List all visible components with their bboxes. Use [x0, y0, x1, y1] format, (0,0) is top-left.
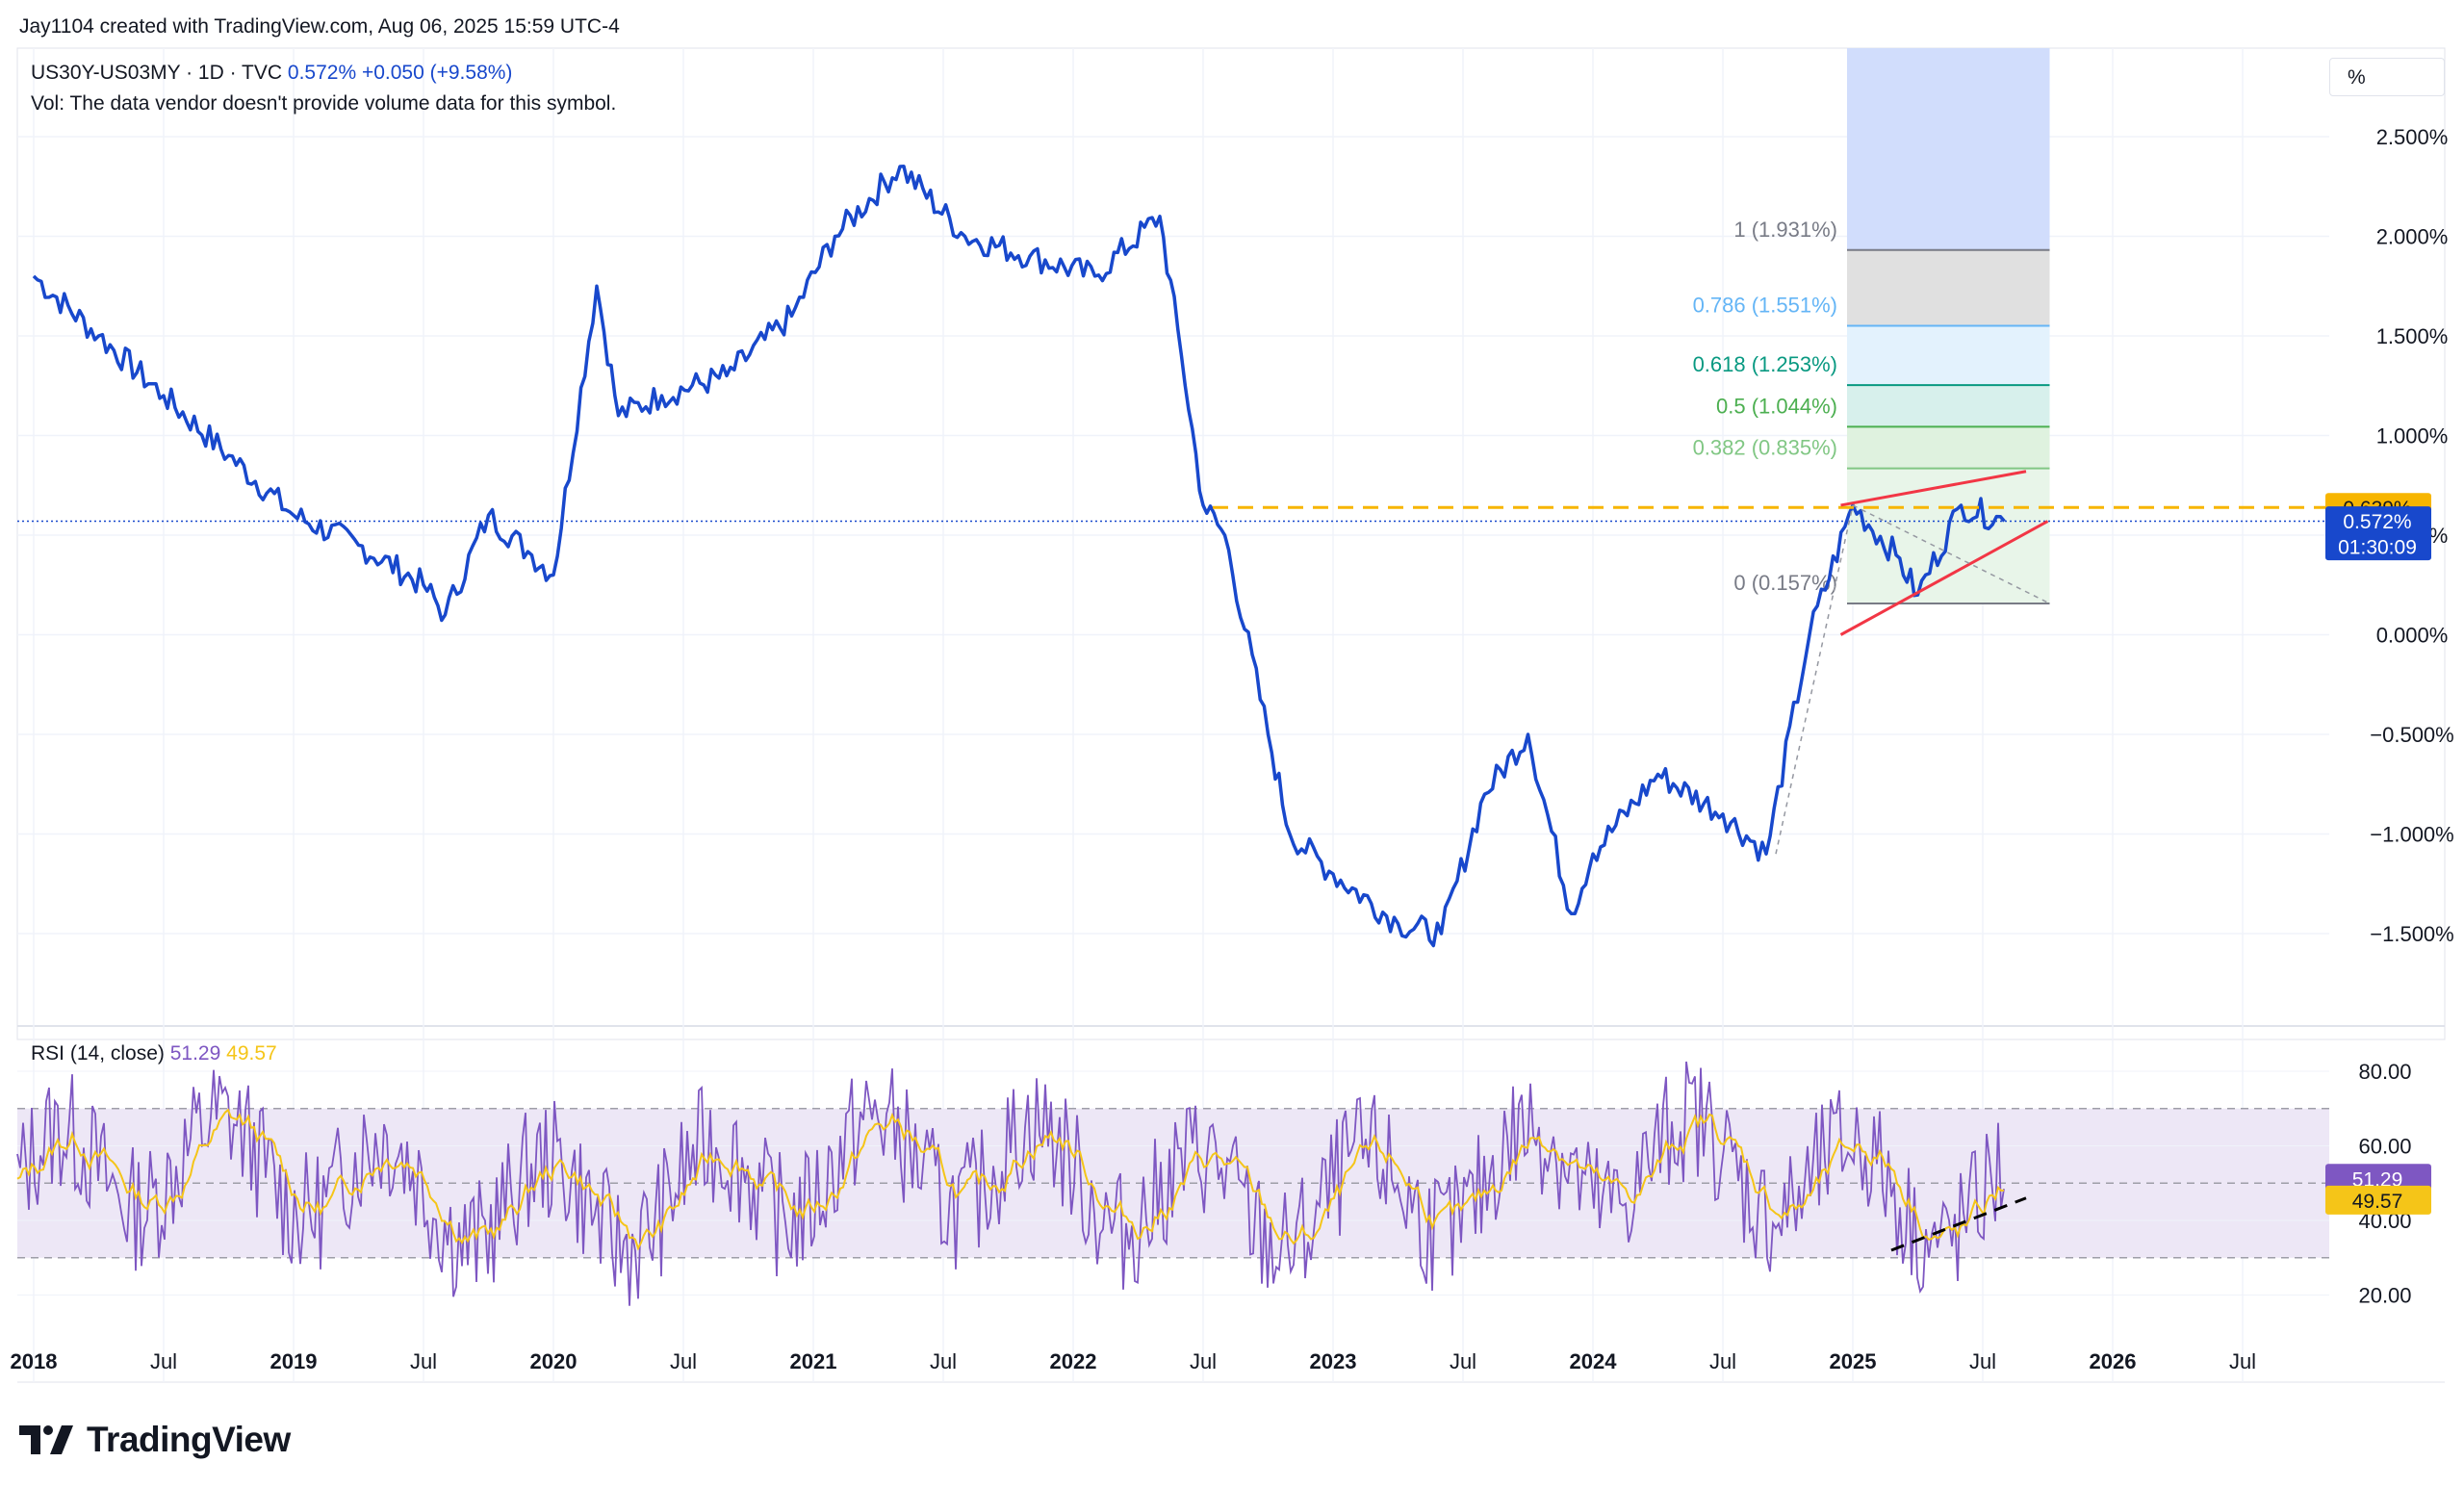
time-axis-label: 2024	[1570, 1349, 1618, 1373]
countdown-text: 01:30:09	[2338, 537, 2417, 559]
rsi-ma-tag-text: 49.57	[2352, 1191, 2403, 1213]
rsi-value-tag	[2325, 1164, 2431, 1193]
fib-level-label: 0.382 (0.835%)	[1693, 436, 1837, 460]
rsi-title: RSI (14, close)	[31, 1042, 165, 1065]
rsi-line	[16, 1061, 2005, 1306]
price-series-line	[32, 164, 2006, 948]
price-pane-border	[16, 47, 2446, 1040]
rsi-value-tag-text: 51.29	[2352, 1168, 2403, 1191]
price-axis-label: −0.500%	[2370, 723, 2453, 747]
time-axis-label: Jul	[150, 1349, 177, 1373]
change-value: +0.050 (+9.58%)	[361, 62, 513, 84]
time-axis-label: 2023	[1310, 1349, 1357, 1373]
volume-note: Vol: The data vendor doesn't provide vol…	[31, 92, 617, 115]
time-axis-label: Jul	[1969, 1349, 1996, 1373]
tradingview-logo-icon	[19, 1425, 73, 1454]
time-axis-label: Jul	[1450, 1349, 1476, 1373]
price-axis-label: 1.000%	[2376, 424, 2449, 449]
fib-zone	[1847, 325, 2050, 386]
time-axis-label: Jul	[930, 1349, 957, 1373]
rsi-ma-tag	[2325, 1185, 2431, 1215]
fib-diagonal	[1852, 504, 2050, 604]
symbol-legend[interactable]: US30Y-US03MY · 1D · TVC 0.572% +0.050 (+…	[31, 62, 512, 85]
time-axis-label: 2025	[1830, 1349, 1877, 1373]
time-axis-label: Jul	[1709, 1349, 1736, 1373]
time-axis-label: 2021	[790, 1349, 837, 1373]
fib-level-label: 0.786 (1.551%)	[1693, 293, 1837, 317]
rsi-axis-label: 80.00	[2358, 1060, 2411, 1084]
time-axis-label: 2019	[270, 1349, 318, 1373]
rsi-ma-value: 49.57	[226, 1042, 277, 1065]
price-axis-label: 1.500%	[2376, 324, 2449, 348]
axes: 2018 Jul 2019 Jul 2020 Jul 2021 Jul 2022 Jul 2023 J…	[11, 125, 2454, 1373]
fib-zone	[1847, 426, 2050, 469]
fib-zone	[1847, 385, 2050, 427]
logo-text: TradingView	[87, 1420, 291, 1459]
price-axis-label: 0.000%	[2376, 624, 2449, 648]
time-axis-label: 2026	[2090, 1349, 2137, 1373]
fib-zone	[1847, 249, 2050, 326]
fib-level-label: 0.618 (1.253%)	[1693, 352, 1837, 376]
percent-scale-button[interactable]: %	[2329, 58, 2445, 96]
time-axis-label: Jul	[2229, 1349, 2256, 1373]
rsi-legend[interactable]: RSI (14, close) 51.29 49.57	[31, 1042, 277, 1065]
time-axis-label: Jul	[1190, 1349, 1217, 1373]
price-axis-label: −1.000%	[2370, 823, 2453, 847]
author-line: Jay1104 created with TradingView.com, Au…	[19, 15, 620, 38]
price-axis-label: −1.500%	[2370, 922, 2453, 946]
time-axis-label: Jul	[410, 1349, 437, 1373]
wedge-lower-trendline	[1839, 520, 2049, 636]
fib-diagonal	[1775, 504, 1854, 855]
rsi-ma-line	[16, 1108, 2005, 1251]
trendline-annotations	[17, 470, 2329, 855]
rsi-axis-label: 20.00	[2358, 1284, 2411, 1308]
rsi-axis-label: 60.00	[2358, 1135, 2411, 1159]
price-axis-label: 2.000%	[2376, 225, 2449, 249]
last-price-tag	[2325, 506, 2431, 561]
fib-extension-zone	[1847, 48, 2050, 250]
last-price-tag-text: 0.572%	[2343, 511, 2411, 533]
rsi-divergence-line	[1890, 1196, 2027, 1252]
last-value: 0.572%	[287, 62, 357, 84]
price-axis-label: 2.500%	[2376, 125, 2449, 149]
fib-level-label: 1 (1.931%)	[1733, 218, 1837, 242]
symbol-title: US30Y-US03MY · 1D · TVC	[31, 62, 283, 84]
time-axis-label: 2022	[1050, 1349, 1097, 1373]
time-axis-label: 2018	[11, 1349, 58, 1373]
wedge-upper-trendline	[1840, 470, 2027, 507]
time-axis-label: Jul	[670, 1349, 697, 1373]
time-axis-label: 2020	[530, 1349, 578, 1373]
fib-level-label: 0.5 (1.044%)	[1716, 394, 1837, 418]
rsi-value: 51.29	[169, 1042, 221, 1065]
tradingview-logo[interactable]: TradingView	[19, 1420, 291, 1459]
